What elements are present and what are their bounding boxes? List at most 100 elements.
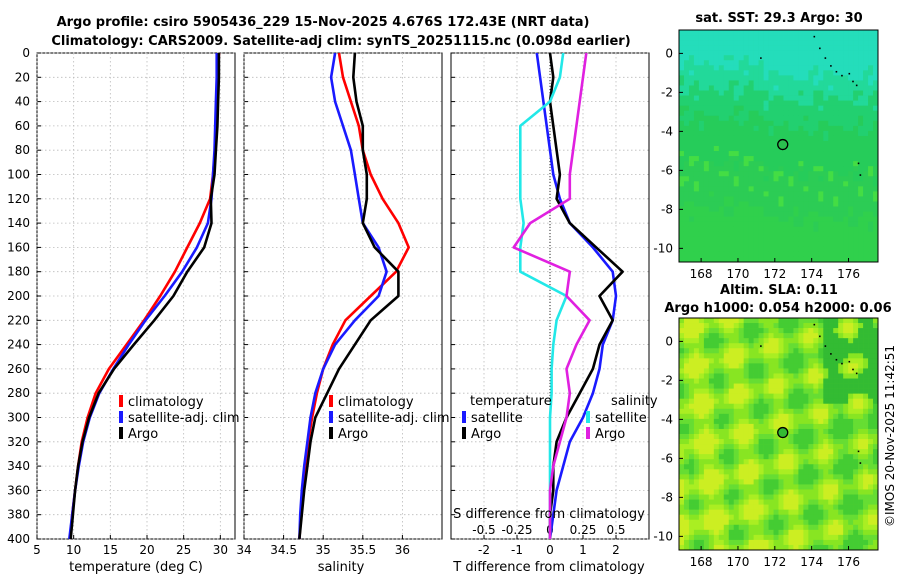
sst-map-cell — [733, 176, 739, 182]
sst-map-cell — [838, 40, 844, 46]
sst-map-cell — [798, 90, 804, 96]
sla-map-cell — [818, 318, 824, 324]
sst-map-cell — [733, 75, 739, 81]
sla-map-cell — [853, 439, 859, 445]
sst-map-cell — [808, 40, 814, 46]
sla-map-cell — [858, 514, 864, 521]
sst-map-cell — [823, 176, 829, 182]
sst-map-cell — [698, 231, 705, 238]
sla-map-cell — [808, 489, 814, 495]
sst-map-cell — [728, 40, 735, 46]
sst-map-cell — [748, 85, 754, 91]
sst-map-cell — [798, 156, 804, 162]
sla-map-cell — [743, 534, 749, 541]
sla-map-cell — [843, 524, 849, 531]
sla-map-cell — [723, 534, 730, 541]
sla-map-cell — [683, 439, 690, 445]
sst-map-cell — [803, 120, 809, 127]
sst-map-cell — [763, 226, 769, 233]
sst-map-cell — [873, 166, 879, 172]
sst-map-cell — [833, 196, 839, 202]
sla-map-cell — [873, 514, 879, 521]
sla-map-cell — [743, 363, 749, 369]
sla-map-cell — [793, 378, 799, 384]
sst-map-cell — [823, 201, 829, 207]
sla-map-cell — [713, 519, 720, 526]
sla-map-cell — [743, 338, 749, 344]
sla-map-cell — [873, 494, 879, 500]
sst-map-cell — [818, 206, 824, 212]
sla-map-cell — [783, 333, 789, 339]
sst-map-cell — [848, 60, 854, 66]
sla-map-cell — [768, 403, 774, 410]
sst-map-cell — [788, 231, 794, 238]
sst-map-cell — [679, 105, 685, 111]
salinity-xlabel: salinity — [318, 560, 365, 575]
sst-map-cell — [679, 201, 685, 207]
sla-map-cell — [818, 403, 824, 410]
sst-map-cell — [853, 40, 859, 46]
sla-map-cell — [723, 484, 730, 490]
sst-map-cell — [703, 45, 710, 51]
sla-map-cell — [688, 454, 695, 460]
difference-xtick-label: -2 — [478, 543, 490, 557]
sla-map-cell — [863, 544, 869, 551]
sla-map-cell — [773, 514, 779, 521]
sla-map-cell — [798, 479, 804, 485]
sst-map-cell — [698, 201, 705, 207]
sst-map-cell — [823, 196, 829, 202]
sst-island-mark — [857, 162, 860, 165]
sla-map-cell — [778, 398, 784, 405]
sst-map-cell — [679, 181, 685, 187]
sla-map-cell — [828, 479, 834, 485]
sla-map-cell — [858, 333, 864, 339]
sla-map-cell — [743, 403, 749, 410]
sla-map-cell — [798, 519, 804, 526]
sla-map-cell — [679, 519, 685, 526]
sla-map-cell — [718, 413, 725, 420]
sst-map-cell — [718, 181, 725, 187]
sla-map-cell — [768, 408, 774, 415]
sst-map-cell — [758, 161, 764, 167]
sla-map-cell — [818, 378, 824, 384]
sst-map-cell — [783, 241, 789, 248]
sst-map-cell — [823, 181, 829, 187]
sst-map-cell — [679, 95, 685, 101]
sst-map-cell — [803, 50, 809, 56]
sla-map-cell — [679, 398, 685, 405]
sst-map-cell — [738, 191, 744, 197]
sst-map-cell — [873, 35, 879, 41]
sst-map-cell — [738, 151, 744, 157]
sst-map-cell — [738, 256, 744, 263]
sst-map-cell — [823, 80, 829, 86]
sst-map-cell — [828, 60, 834, 66]
sst-map-cell — [783, 55, 789, 61]
sst-map-cell — [813, 191, 819, 197]
sst-map-cell — [813, 196, 819, 202]
sst-map-cell — [743, 171, 749, 177]
sst-map-cell — [778, 60, 784, 66]
sst-map-cell — [683, 130, 690, 137]
sla-map-cell — [838, 504, 844, 510]
sla-map-cell — [818, 444, 824, 450]
sla-map-cell — [683, 388, 690, 394]
sla-island-mark — [841, 362, 843, 365]
sst-map-cell — [763, 105, 769, 111]
sst-map-cell — [818, 40, 824, 46]
sst-map-cell — [808, 55, 814, 61]
sst-map-cell — [798, 45, 804, 51]
sst-map-cell — [843, 231, 849, 238]
sst-map-cell — [723, 201, 730, 207]
sst-map-cell — [738, 100, 744, 106]
sst-map-cell — [793, 216, 799, 222]
sla-map-cell — [823, 469, 829, 475]
sst-map-cell — [693, 161, 700, 167]
sst-map-cell — [728, 206, 735, 212]
sst-map-cell — [848, 231, 854, 238]
sla-map-cell — [863, 388, 869, 394]
sla-map-cell — [873, 373, 879, 379]
sla-map-cell — [858, 398, 864, 405]
sla-map-cell — [708, 499, 715, 505]
sla-map-cell — [708, 383, 715, 389]
sla-map-cell — [688, 413, 695, 420]
